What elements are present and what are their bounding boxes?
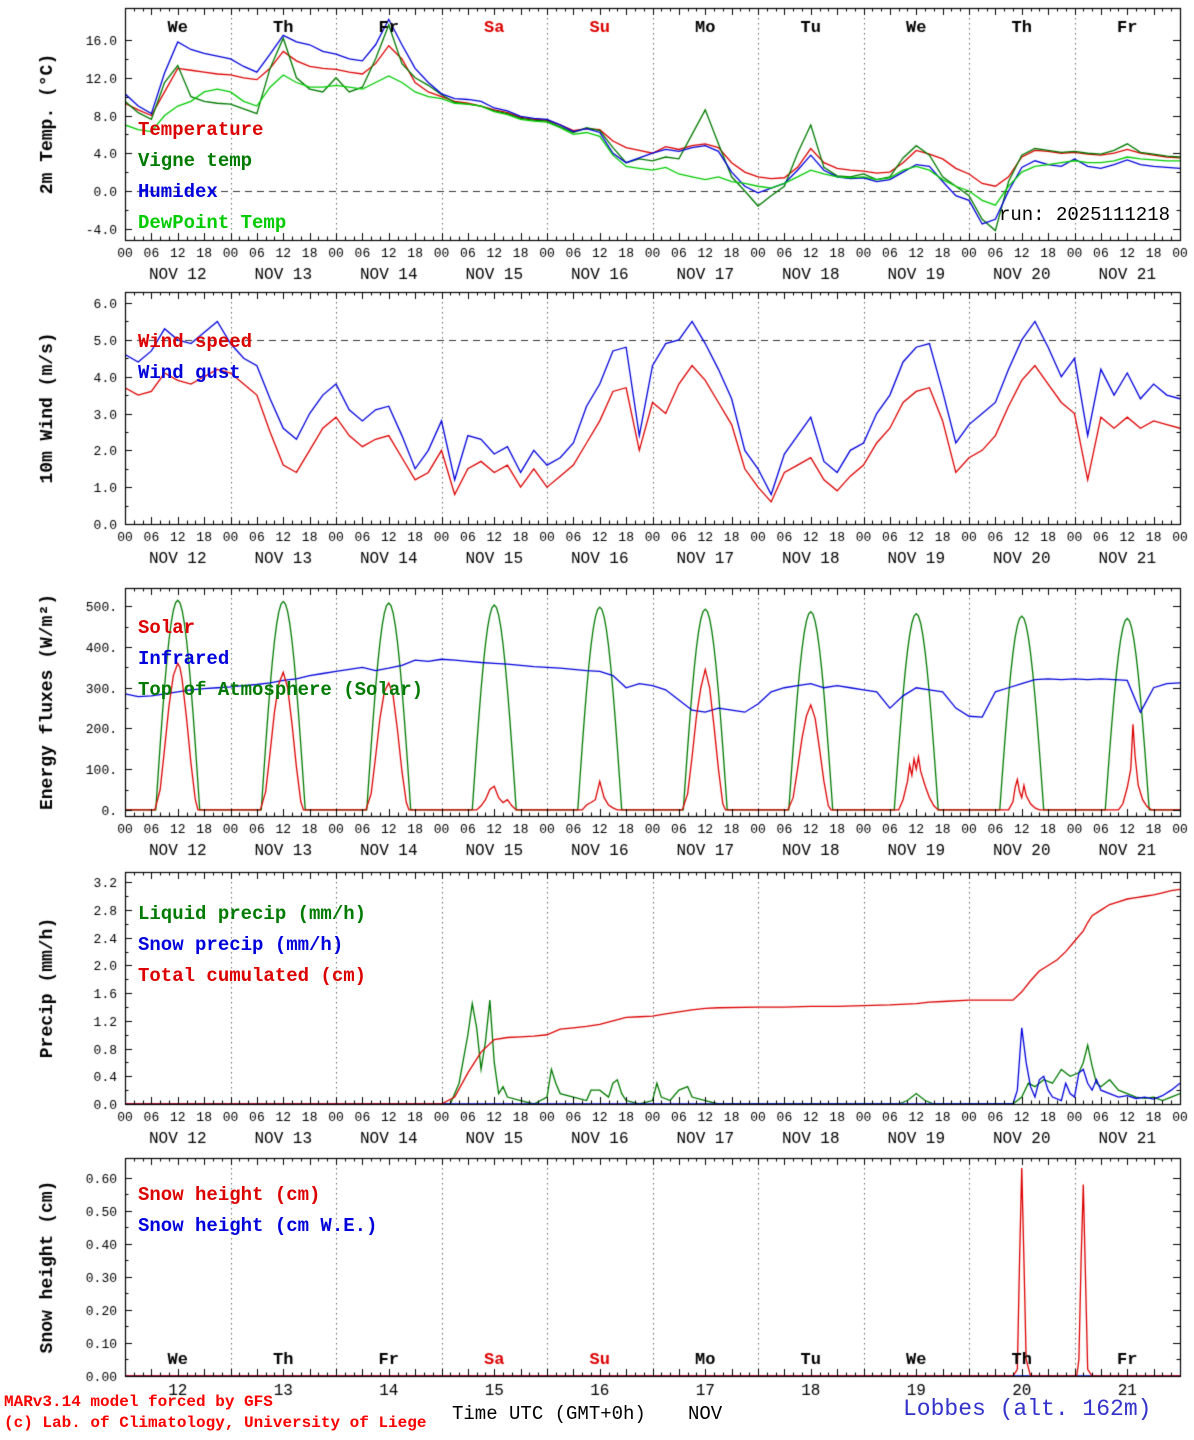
- model-credit-line: MARv3.14 model forced by GFS: [4, 1393, 273, 1411]
- station-label: Lobbes (alt. 162m): [903, 1396, 1152, 1422]
- month-label: NOV: [688, 1403, 723, 1425]
- time-axis-title: Time UTC (GMT+0h): [452, 1403, 646, 1425]
- copyright-credit-line: (c) Lab. of Climatology, University of L…: [4, 1414, 427, 1432]
- run-label: run: 2025111218: [998, 204, 1170, 226]
